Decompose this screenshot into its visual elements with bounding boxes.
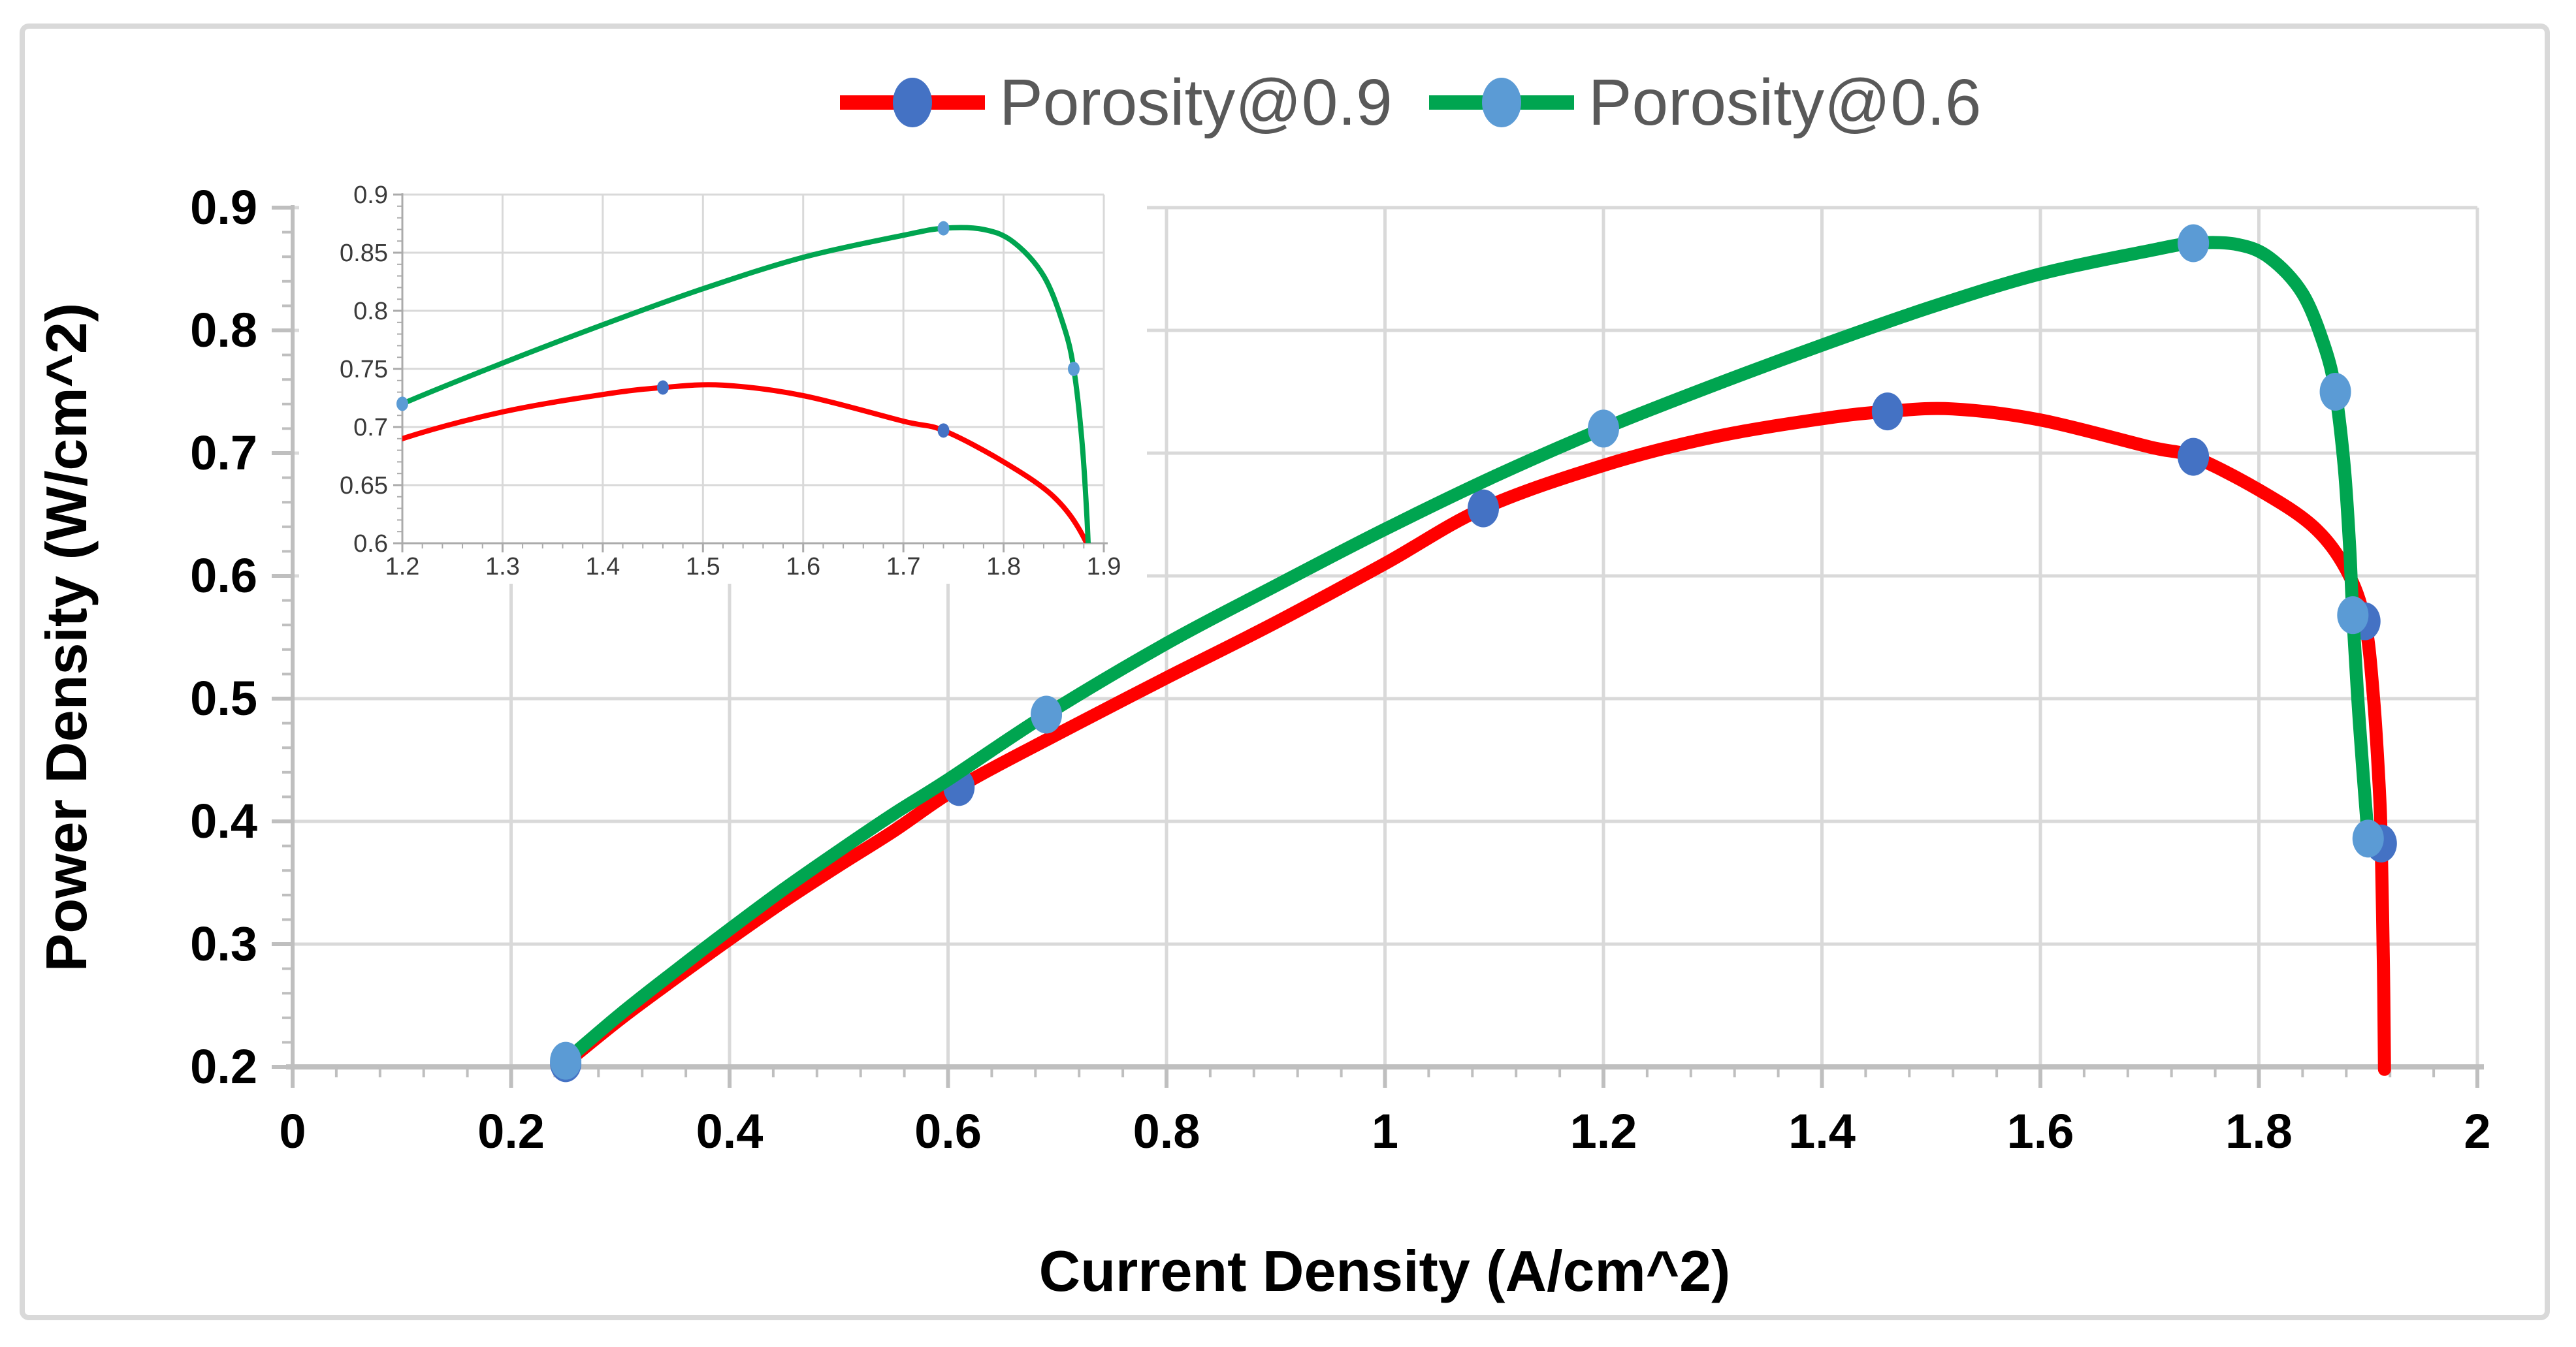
x-axis-title: Current Density (A/cm^2) <box>1038 1239 1731 1303</box>
inset-data-marker <box>937 221 950 236</box>
legend-label: Porosity@0.6 <box>1588 65 1982 139</box>
x-tick-label: 0.4 <box>696 1104 764 1158</box>
data-marker-porosity-0.6 <box>2178 224 2210 262</box>
y-tick-label: 0.3 <box>190 917 257 971</box>
inset-x-tick-label: 1.9 <box>1087 553 1121 580</box>
y-tick-label: 0.2 <box>190 1039 257 1094</box>
x-tick-label: 0.6 <box>914 1104 982 1158</box>
inset-series-line <box>402 225 1091 543</box>
x-tick-label: 0.2 <box>477 1104 545 1158</box>
data-marker-porosity-0.9 <box>2178 437 2210 476</box>
x-tick-label: 1 <box>1372 1104 1398 1158</box>
y-axis-title: Power Density (W/cm^2) <box>34 302 99 972</box>
legend: Porosity@0.9 Porosity@0.6 <box>837 60 1982 145</box>
legend-item-porosity-0.6: Porosity@0.6 <box>1426 60 1982 145</box>
inset-x-tick-label: 1.6 <box>786 553 820 580</box>
inset-series <box>402 225 1091 543</box>
legend-swatch-porosity-0.9 <box>840 78 985 127</box>
inset-x-tick-label: 1.5 <box>686 553 720 580</box>
main-axes <box>272 205 2484 1088</box>
y-tick-label: 0.9 <box>190 180 257 234</box>
y-tick-label: 0.8 <box>190 303 257 357</box>
data-marker-porosity-0.6 <box>2319 373 2351 411</box>
data-marker-porosity-0.6 <box>1031 695 1063 734</box>
inset-x-tick-label: 1.8 <box>986 553 1021 580</box>
inset-y-tick-label: 0.65 <box>340 472 388 499</box>
data-marker-porosity-0.6 <box>2352 819 2384 858</box>
inset-y-tick-label: 0.75 <box>340 356 388 383</box>
inset-y-tick-label: 0.7 <box>353 414 388 441</box>
inset-chart: 1.2 1.3 1.4 1.5 1.6 1.7 1.8 1.9 0.6 0.65 0.7 0.75 0.… <box>299 161 1147 584</box>
inset-background <box>299 161 1147 584</box>
x-tick-label: 1.2 <box>1570 1104 1637 1158</box>
inset-series-line <box>402 382 1090 543</box>
x-tick-label: 2 <box>2464 1104 2490 1158</box>
x-tick-label: 1.4 <box>1788 1104 1856 1158</box>
legend-label: Porosity@0.9 <box>999 65 1393 139</box>
inset-x-tick-label: 1.2 <box>385 553 420 580</box>
inset-y-tick-label: 0.6 <box>353 530 388 558</box>
legend-marker-light-blue <box>1481 78 1521 127</box>
legend-marker-dark-blue <box>893 78 932 127</box>
data-marker-porosity-0.9 <box>1468 489 1500 528</box>
inset-tick-labels: 1.2 1.3 1.4 1.5 1.6 1.7 1.8 1.9 0.6 0.65 0.7 0.75 0.… <box>340 182 1121 580</box>
inset-data-marker <box>396 396 408 411</box>
data-marker-porosity-0.6 <box>2337 596 2369 635</box>
inset-y-tick-label: 0.8 <box>353 298 388 325</box>
data-marker-porosity-0.9 <box>1871 392 1903 431</box>
series-porosity-0.6 <box>550 224 2384 1080</box>
y-tick-label: 0.6 <box>190 548 257 603</box>
inset-x-tick-label: 1.7 <box>886 553 921 580</box>
inset-x-tick-label: 1.4 <box>585 553 620 580</box>
y-tick-label: 0.5 <box>190 671 257 725</box>
inset-y-tick-label: 0.85 <box>340 240 388 267</box>
main-tick-labels: 0 0.2 0.4 0.6 0.8 1 1.2 1.4 1.6 1.8 2 0.2 0.3 0.4 0.5 0… <box>190 180 2490 1158</box>
legend-swatch-porosity-0.6 <box>1428 78 1574 127</box>
y-tick-label: 0.7 <box>190 426 257 480</box>
y-tick-label: 0.4 <box>190 794 257 848</box>
x-tick-label: 1.6 <box>2007 1104 2074 1158</box>
inset-y-tick-label: 0.9 <box>353 182 388 209</box>
legend-item-porosity-0.9: Porosity@0.9 <box>837 60 1393 145</box>
data-marker-porosity-0.6 <box>1588 409 1619 448</box>
inset-data-marker <box>656 380 669 395</box>
x-tick-label: 0 <box>279 1104 306 1158</box>
inset-data-marker <box>937 423 950 438</box>
x-tick-label: 0.8 <box>1133 1104 1200 1158</box>
inset-data-marker <box>1067 362 1080 376</box>
x-tick-label: 1.8 <box>2225 1104 2293 1158</box>
data-marker-porosity-0.6 <box>550 1041 582 1080</box>
inset-x-tick-label: 1.3 <box>485 553 520 580</box>
